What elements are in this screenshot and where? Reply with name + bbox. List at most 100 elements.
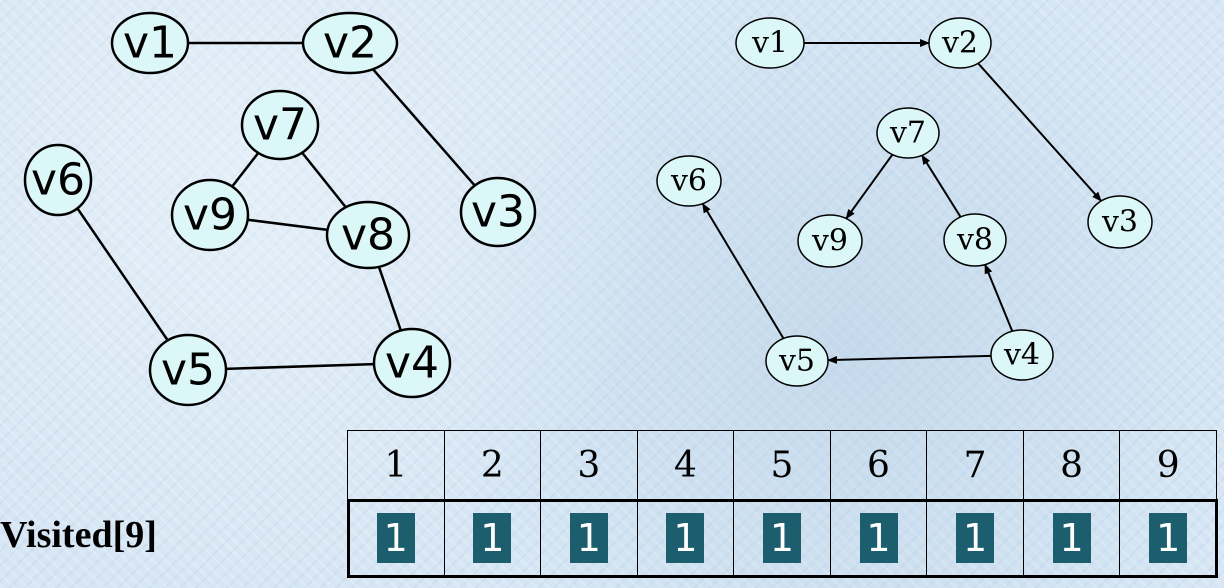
visited-flag: 1 [859, 513, 898, 563]
left-vertex-ellipse [240, 89, 320, 161]
right-vertex-ellipse [876, 107, 940, 159]
left-vertex-ellipse [170, 178, 250, 252]
right-vertex-ellipse [943, 213, 1007, 267]
left-edge-v5-v4 [225, 362, 375, 371]
right-vertex-label: v8 [956, 223, 993, 258]
left-graph-vertices: v1 v2 v3 v4 v5 v6 v7 v8 v9 [23, 11, 537, 407]
right-vertex-label: v6 [670, 164, 707, 199]
left-vertex-ellipse [148, 333, 228, 407]
right-vertex-ellipse [1087, 195, 1153, 249]
visited-index-cell: 3 [540, 430, 638, 500]
right-vertex-v8: v8 [943, 213, 1007, 267]
right-vertex-ellipse [797, 214, 863, 268]
left-vertex-ellipse [459, 176, 537, 248]
left-vertex-label: v5 [161, 345, 215, 396]
left-edge-v7-v8 [301, 151, 347, 209]
right-vertex-v9: v9 [797, 214, 863, 268]
visited-index-cell: 8 [1022, 430, 1121, 500]
left-vertex-v3: v3 [459, 176, 537, 248]
right-vertex-label: v7 [889, 116, 926, 151]
visited-index-cell: 7 [926, 430, 1024, 500]
left-vertex-label: v7 [253, 100, 307, 151]
visited-flag: 1 [762, 513, 801, 563]
visited-index-cell: 4 [636, 430, 735, 500]
graph-diagram: v1 v2 v3 v4 v5 v6 v7 v8 v9 v1 v2 v3 v4 v5 v6 v7 v8 v9 [23, 11, 1153, 407]
left-edge-v2-v3 [371, 68, 476, 187]
left-vertex-label: v9 [183, 190, 237, 241]
right-arc-v7-v9 [845, 154, 894, 220]
right-vertex-label: v5 [778, 344, 815, 379]
right-vertex-v2: v2 [928, 17, 992, 69]
right-vertex-v3: v3 [1087, 195, 1153, 249]
right-graph-arcs [701, 39, 1102, 364]
left-vertex-v1: v1 [110, 11, 190, 75]
left-vertex-v6: v6 [23, 143, 93, 217]
right-vertex-ellipse [990, 329, 1054, 381]
left-vertex-label: v3 [471, 187, 525, 238]
visited-value-cell: 1 [733, 499, 831, 577]
visited-index-cell: 2 [443, 430, 542, 500]
right-vertex-label: v3 [1101, 205, 1138, 240]
left-vertex-v5: v5 [148, 333, 228, 407]
visited-flag: 1 [569, 513, 608, 563]
visited-index-cell: 5 [733, 430, 831, 500]
visited-index-cell: 6 [829, 430, 928, 500]
visited-value-cell: 1 [443, 499, 542, 577]
visited-index-row: 1 2 3 4 5 6 7 8 9 [347, 430, 1217, 500]
right-vertex-label: v1 [751, 26, 788, 61]
left-vertex-v9: v9 [170, 178, 250, 252]
visited-flag: 1 [473, 513, 512, 563]
left-vertex-v8: v8 [325, 200, 411, 270]
right-vertex-v1: v1 [735, 17, 805, 69]
right-vertex-label: v9 [811, 224, 848, 259]
right-vertex-v4: v4 [990, 329, 1054, 381]
right-vertex-label: v4 [1003, 338, 1040, 373]
left-graph-edges [76, 41, 476, 371]
visited-value-cell: 1 [829, 499, 928, 577]
left-vertex-v7: v7 [240, 89, 320, 161]
left-vertex-label: v2 [323, 18, 377, 69]
visited-value-cell: 1 [347, 499, 445, 577]
left-vertex-ellipse [301, 11, 399, 75]
visited-value-cell: 1 [1119, 499, 1217, 577]
left-vertex-label: v4 [385, 338, 439, 389]
visited-flag: 1 [956, 513, 995, 563]
left-vertex-label: v1 [123, 18, 177, 69]
left-vertex-ellipse [372, 327, 452, 399]
right-vertex-label: v2 [941, 26, 978, 61]
visited-flag: 1 [666, 513, 705, 563]
visited-flag: 1 [1052, 513, 1091, 563]
visited-array-table: 1 2 3 4 5 6 7 8 9 1 1 1 1 1 1 1 1 1 [346, 430, 1218, 578]
left-vertex-v4: v4 [372, 327, 452, 399]
left-vertex-ellipse [110, 11, 190, 75]
left-vertex-ellipse [325, 200, 411, 270]
visited-flag: 1 [376, 513, 415, 563]
visited-value-cell: 1 [636, 499, 735, 577]
right-vertex-ellipse [735, 17, 805, 69]
left-edge-v8-v4 [377, 266, 403, 331]
left-vertex-v2: v2 [301, 11, 399, 75]
left-edge-v6-v5 [76, 207, 169, 342]
right-vertex-ellipse [928, 17, 992, 69]
right-arc-v5-v6 [701, 202, 785, 340]
left-edge-v7-v9 [231, 152, 260, 188]
visited-value-cell: 1 [1022, 499, 1121, 577]
right-arc-v4-v5 [826, 354, 992, 364]
right-vertex-v7: v7 [876, 107, 940, 159]
visited-value-row: 1 1 1 1 1 1 1 1 1 [346, 498, 1218, 578]
left-vertex-ellipse [23, 143, 93, 217]
right-graph-vertices: v1 v2 v3 v4 v5 v6 v7 v8 v9 [656, 17, 1153, 387]
visited-value-cell: 1 [540, 499, 638, 577]
right-arc-v8-v7 [921, 154, 962, 218]
right-vertex-v5: v5 [765, 335, 829, 387]
left-vertex-label: v6 [31, 155, 85, 206]
right-arc-v2-v3 [977, 62, 1102, 202]
visited-array-label: Visited[9] [0, 514, 157, 556]
right-arc-v4-v8 [984, 263, 1014, 332]
visited-value-cell: 1 [926, 499, 1024, 577]
visited-flag: 1 [1149, 513, 1188, 563]
left-edge-v9-v8 [247, 218, 328, 232]
right-vertex-ellipse [765, 335, 829, 387]
visited-index-cell: 1 [347, 430, 445, 500]
visited-index-cell: 9 [1119, 430, 1217, 500]
